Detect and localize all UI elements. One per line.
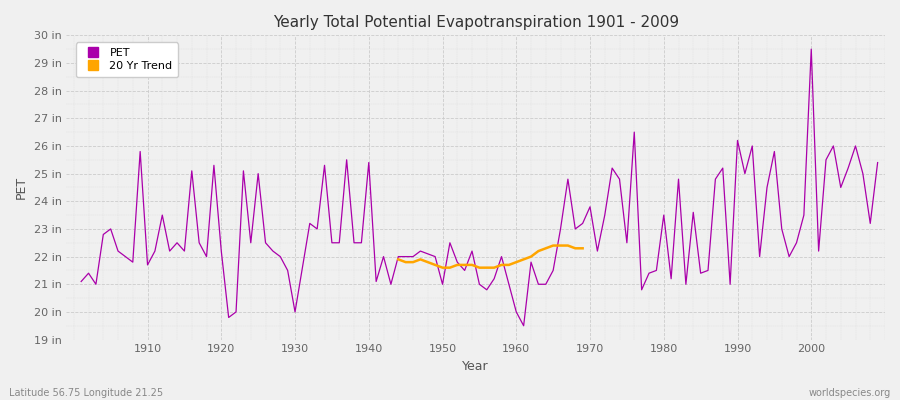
Y-axis label: PET: PET: [15, 176, 28, 199]
Text: worldspecies.org: worldspecies.org: [809, 388, 891, 398]
X-axis label: Year: Year: [463, 360, 489, 373]
Text: Latitude 56.75 Longitude 21.25: Latitude 56.75 Longitude 21.25: [9, 388, 163, 398]
Title: Yearly Total Potential Evapotranspiration 1901 - 2009: Yearly Total Potential Evapotranspiratio…: [273, 15, 679, 30]
Legend: PET, 20 Yr Trend: PET, 20 Yr Trend: [76, 42, 178, 77]
